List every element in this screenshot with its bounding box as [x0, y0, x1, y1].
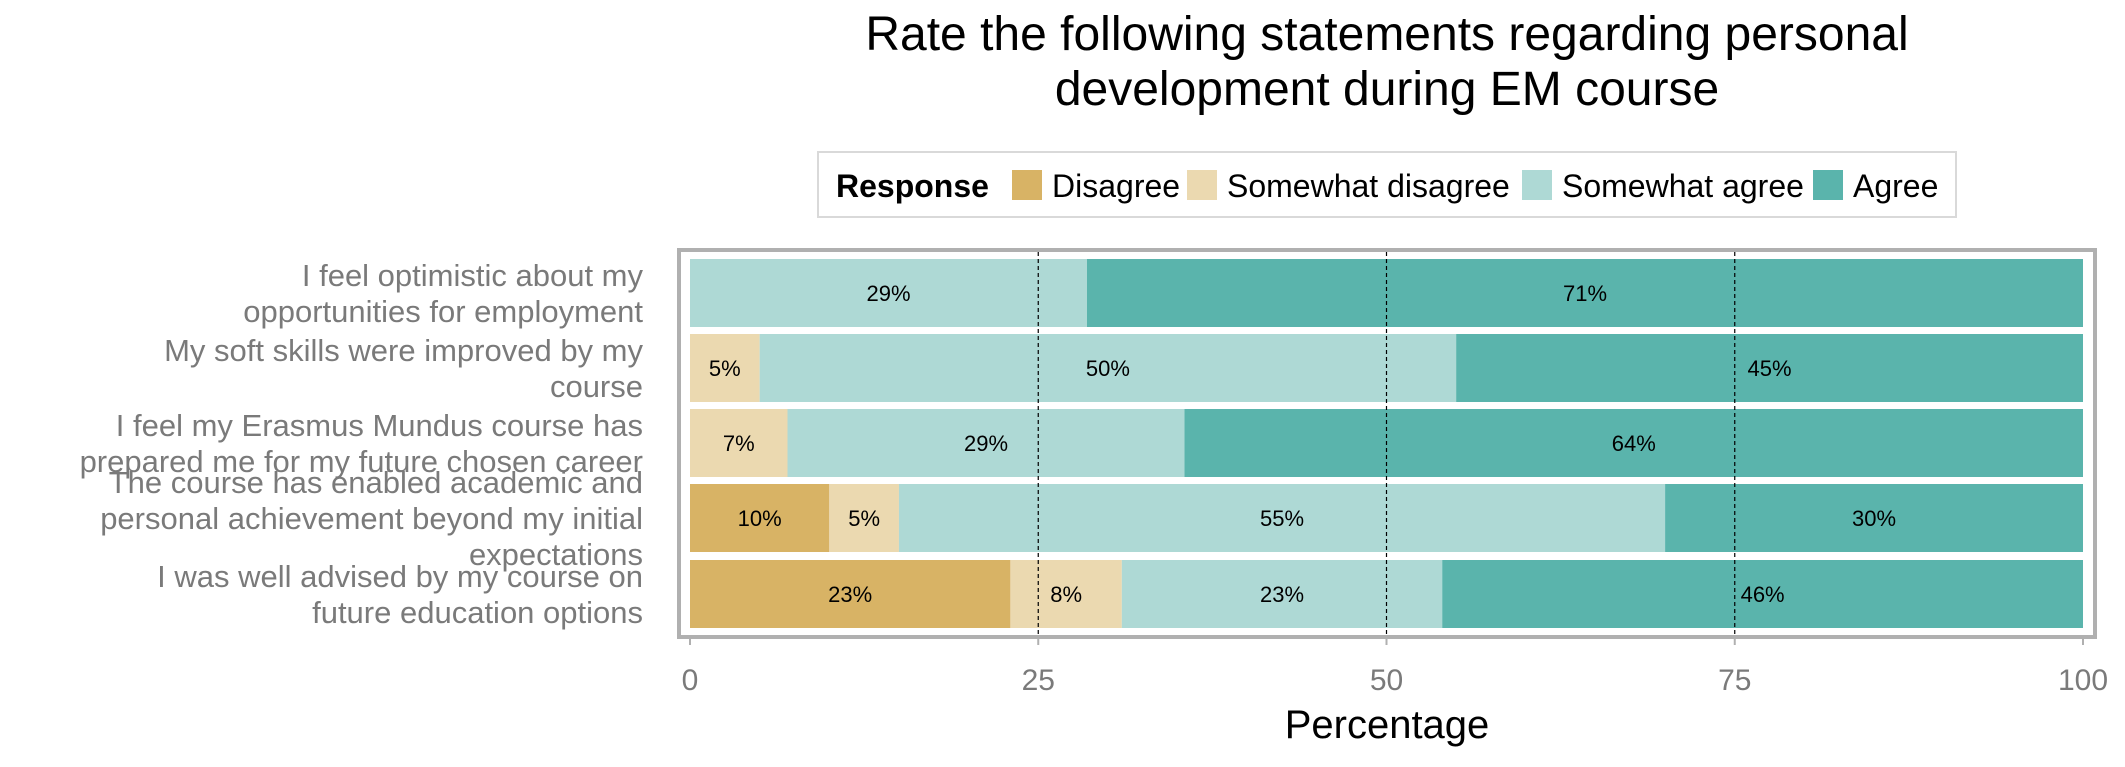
data-label: 64%	[1612, 431, 1656, 456]
legend-swatch	[1522, 170, 1552, 200]
bar-segment	[898, 484, 1666, 552]
tick-label: 75	[1718, 664, 1751, 697]
category-label: I feel my Erasmus Mundus course has	[116, 408, 643, 443]
data-label: 7%	[723, 431, 755, 456]
data-label: 23%	[1260, 582, 1304, 607]
data-label: 5%	[848, 506, 880, 531]
category-label: I was well advised by my course on	[157, 559, 643, 594]
gridlines	[1037, 252, 1736, 635]
category-labels: I feel optimistic about myopportunities …	[80, 258, 644, 630]
bar-segment	[1087, 259, 2083, 327]
category-label: expectations	[469, 537, 643, 572]
bar-segment	[829, 484, 899, 552]
bar-segment	[690, 259, 1088, 327]
data-label: 46%	[1741, 582, 1785, 607]
category-label: prepared me for my future chosen career	[80, 444, 643, 479]
data-label: 8%	[1050, 582, 1082, 607]
legend-label: Somewhat agree	[1562, 168, 1804, 204]
legend-swatch	[1012, 170, 1042, 200]
bars	[690, 259, 2083, 628]
tick-label: 50	[1370, 664, 1403, 697]
category-label: The course has enabled academic and	[109, 465, 643, 500]
tick-label: 100	[2058, 664, 2108, 697]
legend-label: Disagree	[1052, 168, 1180, 204]
data-label: 55%	[1260, 506, 1304, 531]
x-axis-ticks: 0 25 50 75 100	[682, 637, 2108, 697]
category-label: My soft skills were improved by my	[164, 333, 643, 368]
legend-label: Somewhat disagree	[1227, 168, 1510, 204]
data-label: 5%	[709, 356, 741, 381]
bar-segment	[1456, 334, 2083, 402]
legend: Response Disagree Somewhat disagree Somewh…	[817, 151, 1957, 218]
chart-title-line: development during EM course	[1055, 63, 1719, 116]
bar-segment	[690, 484, 830, 552]
legend-swatch	[1813, 170, 1843, 200]
category-label: I feel optimistic about my	[302, 258, 644, 293]
data-label: 23%	[828, 582, 872, 607]
category-label: personal achievement beyond my initial	[100, 501, 643, 536]
legend-swatch	[1187, 170, 1217, 200]
bar-segment	[690, 560, 1011, 628]
bar-segment	[787, 409, 1185, 477]
legend-title: Response	[836, 168, 989, 204]
data-label: 29%	[964, 431, 1008, 456]
bar-segment	[1184, 409, 2083, 477]
chart-title-line: Rate the following statements regarding …	[865, 8, 1908, 61]
data-label: 10%	[738, 506, 782, 531]
data-label: 29%	[866, 281, 910, 306]
bar-segment	[1121, 560, 1443, 628]
chart-title: Rate the following statements regarding …	[865, 8, 1908, 116]
bar-segment	[690, 334, 760, 402]
category-label: future education options	[312, 595, 643, 630]
bar-segment	[1010, 560, 1122, 628]
tick-label: 0	[682, 664, 699, 697]
category-label: opportunities for employment	[243, 294, 643, 329]
data-label: 50%	[1086, 356, 1130, 381]
bar-segment	[690, 409, 788, 477]
data-label: 45%	[1748, 356, 1792, 381]
bar-segment	[1442, 560, 2083, 628]
legend-label: Agree	[1853, 168, 1938, 204]
data-labels: 29% 71% 5% 50% 45% 7% 29% 64% 10% 5% 55% 30% 23% 8% 23…	[709, 281, 1896, 607]
category-label: course	[550, 369, 643, 404]
legend-box	[817, 151, 1957, 218]
data-label: 30%	[1852, 506, 1896, 531]
tick-label: 25	[1022, 664, 1055, 697]
data-label: 71%	[1563, 281, 1607, 306]
bar-segment	[759, 334, 1457, 402]
x-axis-title: Percentage	[1285, 703, 1490, 747]
